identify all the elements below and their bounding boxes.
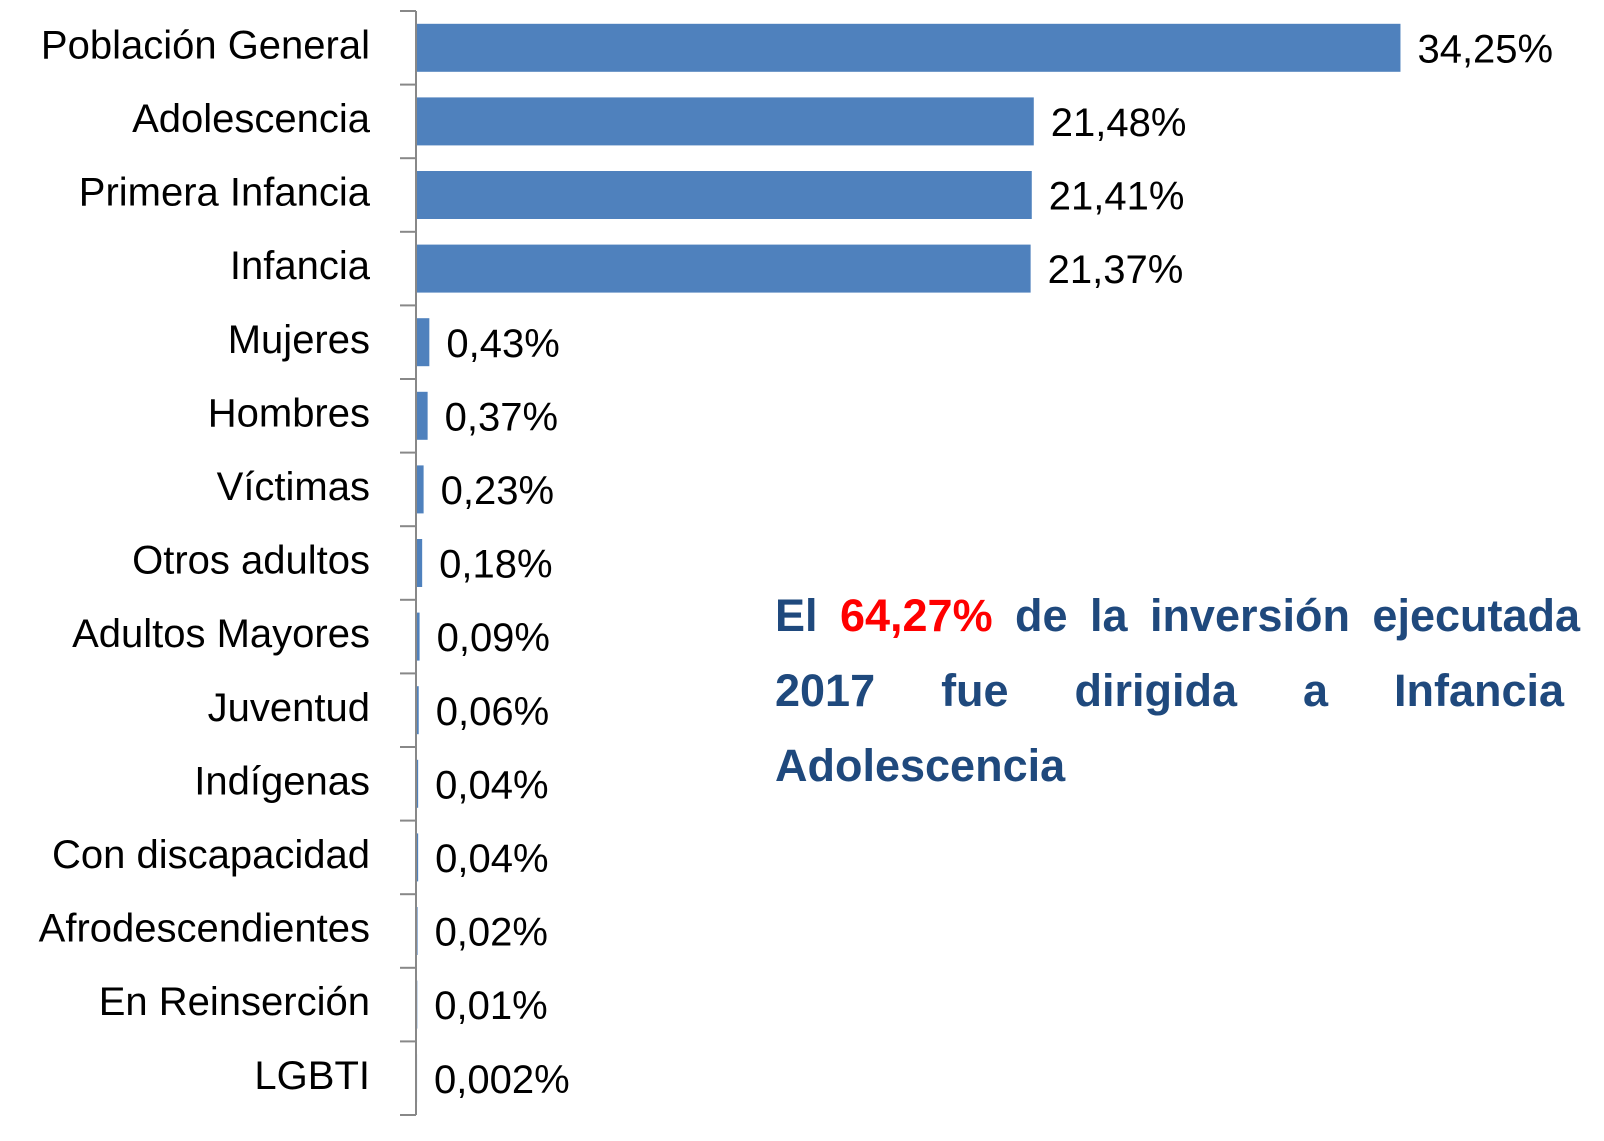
bar bbox=[417, 907, 418, 955]
bar bbox=[417, 391, 428, 440]
bar bbox=[417, 686, 419, 735]
y-tick-label: Adolescencia bbox=[132, 97, 371, 141]
y-tick-label: Infancia bbox=[230, 244, 371, 288]
y-tick-label: LGBTI bbox=[254, 1054, 370, 1098]
y-tick-label: Con discapacidad bbox=[52, 833, 370, 877]
y-tick-label: Hombres bbox=[208, 391, 370, 435]
bar bbox=[417, 23, 1401, 72]
y-tick-label: Primera Infancia bbox=[79, 171, 371, 215]
bar bbox=[417, 318, 430, 367]
value-label: 0,09% bbox=[437, 616, 550, 660]
bar bbox=[417, 539, 423, 587]
y-tick-label: Otros adultos bbox=[132, 539, 370, 583]
value-label: 21,37% bbox=[1048, 248, 1184, 292]
value-label: 0,43% bbox=[446, 322, 559, 366]
y-tick-label: Indígenas bbox=[194, 759, 370, 803]
bar bbox=[417, 833, 419, 882]
annotation-highlight: 64,27% bbox=[839, 590, 993, 641]
value-label: 0,02% bbox=[435, 911, 548, 955]
value-label: 21,48% bbox=[1051, 101, 1187, 145]
bar bbox=[417, 759, 419, 808]
value-label: 0,23% bbox=[441, 469, 554, 513]
bar bbox=[417, 171, 1032, 219]
value-label: 0,06% bbox=[436, 690, 549, 734]
value-label: 0,002% bbox=[434, 1058, 570, 1102]
annotation-text: El bbox=[775, 590, 818, 641]
y-tick-label: Población General bbox=[41, 23, 370, 67]
y-tick-label: En Reinserción bbox=[99, 980, 370, 1024]
y-tick-label: Juventud bbox=[208, 686, 370, 730]
value-label: 0,18% bbox=[439, 543, 552, 587]
value-label: 21,41% bbox=[1049, 175, 1185, 219]
y-tick-label: Mujeres bbox=[228, 318, 370, 362]
bar bbox=[417, 244, 1031, 293]
annotation-text: de la inversión ejecutada en 2017 fue di… bbox=[775, 590, 1604, 791]
bar bbox=[417, 612, 420, 661]
annotation: El 64,27% de la inversión ejecutada en 2… bbox=[775, 578, 1604, 803]
y-tick-label: Víctimas bbox=[217, 465, 370, 509]
y-tick-label: Adultos Mayores bbox=[72, 612, 370, 656]
value-label: 34,25% bbox=[1417, 27, 1553, 71]
value-label: 0,04% bbox=[435, 837, 548, 881]
bar bbox=[417, 465, 424, 514]
value-label: 0,01% bbox=[434, 984, 547, 1028]
value-label: 0,04% bbox=[435, 763, 548, 807]
value-label: 0,37% bbox=[445, 395, 558, 439]
y-tick-label: Afrodescendientes bbox=[39, 907, 370, 951]
bar bbox=[417, 97, 1034, 146]
